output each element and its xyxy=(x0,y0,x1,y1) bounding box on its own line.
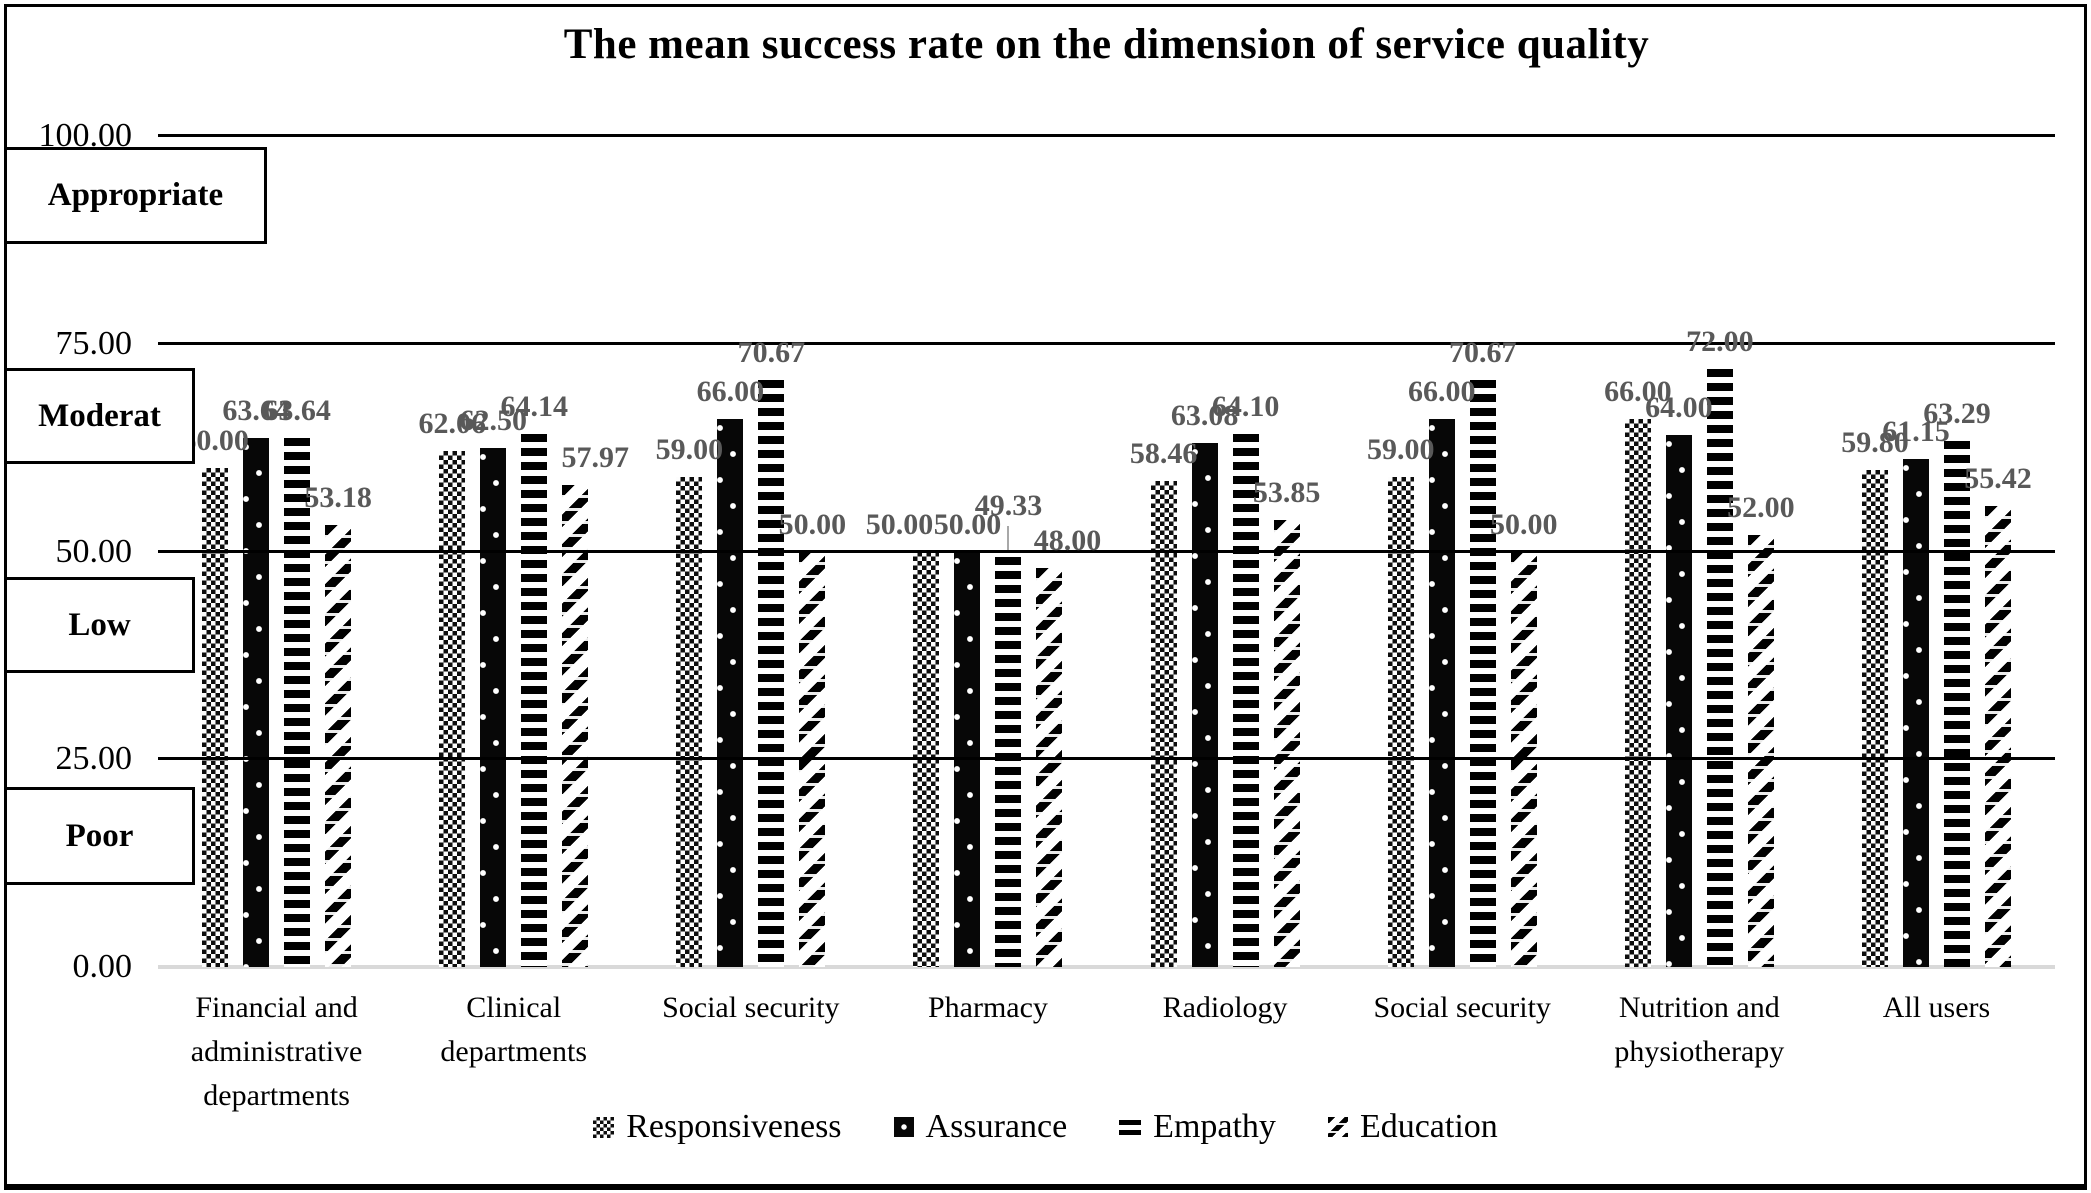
data-label-assurance-group3: 66.00 xyxy=(696,374,765,408)
zone-box-moderat: Moderat xyxy=(4,368,195,464)
data-label-assurance-group5: 63.08 xyxy=(1170,398,1239,432)
bar-assurance-group1 xyxy=(243,438,270,967)
gridline-100 xyxy=(158,134,2055,137)
zone-box-appropriate: Appropriate xyxy=(4,147,267,244)
data-label-responsiveness-group5: 58.46 xyxy=(1129,437,1198,471)
bar-responsiveness-group3 xyxy=(676,476,703,967)
zone-box-low: Low xyxy=(4,577,195,673)
bar-empathy-group6 xyxy=(1469,379,1496,967)
data-label-responsiveness-group4: 50.00 xyxy=(865,507,934,541)
data-label-responsiveness-group3: 59.00 xyxy=(655,432,724,466)
bar-education-group4 xyxy=(1036,568,1063,967)
y-tick-75.00: 75.00 xyxy=(55,324,133,362)
bar-empathy-group4 xyxy=(995,557,1022,967)
data-label-assurance-group1: 63.64 xyxy=(222,394,290,428)
data-label-education-group5: 53.85 xyxy=(1252,475,1321,509)
bar-assurance-group5 xyxy=(1191,442,1218,967)
bar-responsiveness-group2 xyxy=(439,451,466,967)
chart-legend: Responsiveness Assurance Empathy Education xyxy=(0,1108,2091,1146)
data-label-responsiveness-group2: 62.06 xyxy=(418,407,486,441)
gridline-25 xyxy=(158,757,2055,761)
plot-area: 60.00 62.06 59.00 50.00 58.46 59.00 66.00 59.80… xyxy=(158,134,2055,969)
data-label-assurance-group2: 62.50 xyxy=(459,403,527,437)
x-label-group6: Social security xyxy=(1373,991,1551,1024)
bar-responsiveness-group8 xyxy=(1861,470,1888,967)
data-label-education-group3: 50.00 xyxy=(778,507,847,541)
data-label-education-group2: 57.97 xyxy=(561,441,629,475)
legend-label-assurance: Assurance xyxy=(925,1108,1068,1145)
x-label-group1: Financial and administrative departments xyxy=(190,991,363,1112)
bar-empathy-group1 xyxy=(284,438,311,967)
data-label-empathy-group2: 64.14 xyxy=(500,390,568,423)
assurance-pattern-swatch-icon xyxy=(893,1117,914,1137)
legend-label-education: Education xyxy=(1359,1108,1498,1145)
data-label-empathy-group1: 63.64 xyxy=(263,394,331,428)
data-label-assurance-group4: 50.00 xyxy=(933,507,1002,541)
bar-empathy-group3 xyxy=(758,379,785,967)
x-label-group3: Social security xyxy=(662,991,840,1024)
data-label-empathy-group6: 70.67 xyxy=(1448,335,1517,369)
gridline-50 xyxy=(158,549,2055,553)
x-label-group5: Radiology xyxy=(1162,991,1288,1024)
bar-assurance-group2 xyxy=(480,447,507,967)
bar-education-group8 xyxy=(1984,506,2011,967)
empathy-pattern-swatch-icon xyxy=(1119,1119,1142,1135)
bar-education-group5 xyxy=(1273,519,1300,967)
bar-assurance-group3 xyxy=(717,418,744,967)
education-pattern-swatch-icon xyxy=(1327,1117,1348,1137)
data-label-education-group8: 55.42 xyxy=(1964,462,2032,496)
data-label-empathy-group8: 63.29 xyxy=(1923,397,1991,431)
bar-responsiveness-group6 xyxy=(1387,476,1414,967)
y-tick-50.00: 50.00 xyxy=(55,532,133,570)
bar-empathy-group5 xyxy=(1232,434,1259,967)
data-label-assurance-group8: 61.15 xyxy=(1882,414,1950,448)
data-label-education-group1: 53.18 xyxy=(304,481,372,515)
legend-item-assurance: Assurance xyxy=(893,1108,1068,1146)
bar-empathy-group2 xyxy=(521,434,548,967)
x-label-group2: Clinical departments xyxy=(440,991,587,1068)
legend-item-empathy: Empathy xyxy=(1119,1108,1276,1146)
data-label-education-group6: 50.00 xyxy=(1489,507,1558,541)
legend-label-responsiveness: Responsiveness xyxy=(626,1108,842,1145)
bar-empathy-group7 xyxy=(1706,368,1733,967)
data-label-education-group7: 52.00 xyxy=(1727,490,1795,524)
bar-empathy-group8 xyxy=(1943,441,1970,967)
x-axis-baseline xyxy=(158,965,2055,969)
bar-education-group1 xyxy=(325,525,352,967)
gridline-75 xyxy=(158,341,2055,345)
data-label-education-group4: 48.00 xyxy=(1033,524,1102,558)
data-label-empathy-group7: 72.00 xyxy=(1686,324,1754,358)
responsiveness-pattern-swatch-icon xyxy=(593,1116,615,1138)
bar-responsiveness-group7 xyxy=(1624,418,1651,967)
data-label-responsiveness-group6: 59.00 xyxy=(1366,432,1435,466)
data-label-leader-line xyxy=(1007,526,1010,554)
legend-label-empathy: Empathy xyxy=(1153,1108,1276,1145)
data-label-empathy-group4: 49.33 xyxy=(974,489,1043,523)
data-label-empathy-group3: 70.67 xyxy=(737,335,806,369)
legend-item-responsiveness: Responsiveness xyxy=(593,1108,842,1146)
data-label-assurance-group7: 64.00 xyxy=(1645,391,1713,425)
x-label-group7: Nutrition and physiotherapy xyxy=(1614,991,1785,1068)
data-label-responsiveness-group7: 66.00 xyxy=(1604,374,1672,408)
x-label-group8: All users xyxy=(1882,991,1991,1024)
bar-education-group2 xyxy=(562,485,589,967)
chart-title: The mean success rate on the dimension o… xyxy=(563,21,1650,68)
data-label-assurance-group6: 66.00 xyxy=(1407,374,1476,408)
data-label-empathy-group5: 64.10 xyxy=(1211,390,1280,424)
y-tick-0.00: 0.00 xyxy=(72,948,133,985)
bar-assurance-group8 xyxy=(1902,458,1929,967)
bar-responsiveness-group5 xyxy=(1150,481,1177,967)
x-label-group4: Pharmacy xyxy=(927,991,1048,1024)
bar-education-group7 xyxy=(1747,534,1774,967)
bar-assurance-group6 xyxy=(1428,418,1455,967)
bar-responsiveness-group1 xyxy=(202,468,229,967)
bar-assurance-group7 xyxy=(1665,435,1692,967)
y-tick-25.00: 25.00 xyxy=(55,740,133,778)
legend-item-education: Education xyxy=(1327,1108,1498,1146)
zone-box-poor: Poor xyxy=(4,787,195,885)
data-label-responsiveness-group8: 59.80 xyxy=(1841,426,1909,460)
